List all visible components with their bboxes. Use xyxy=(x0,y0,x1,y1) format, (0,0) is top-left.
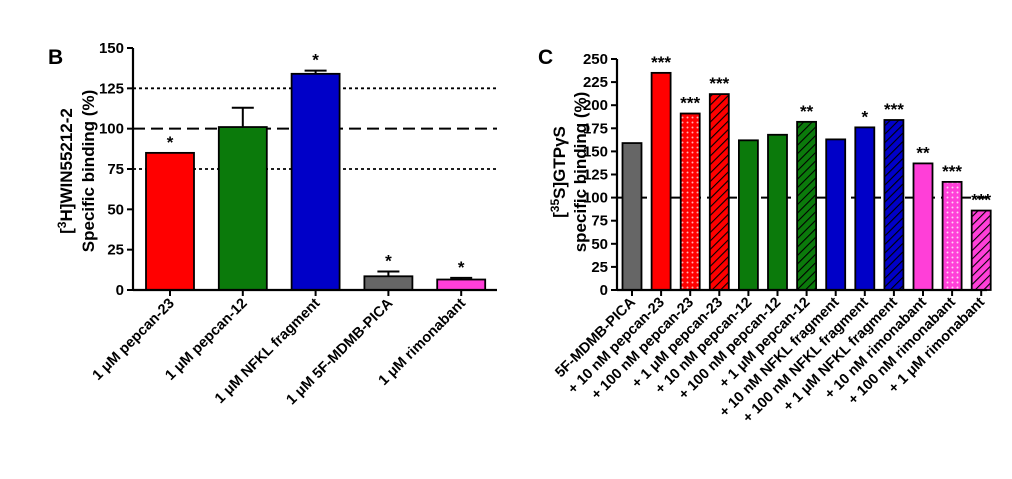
bar-13 xyxy=(970,209,992,291)
y-axis-label-b-line2: Specific binding (%) xyxy=(79,90,98,252)
bar-6 xyxy=(767,133,788,291)
y-tick-label-125: 125 xyxy=(99,80,124,97)
y-tick-label-0: 0 xyxy=(116,282,124,299)
bar-3 xyxy=(290,72,341,291)
y-tick-label-25: 25 xyxy=(107,242,124,259)
y-tick-label-250: 250 xyxy=(583,51,608,68)
bar-10 xyxy=(883,119,905,291)
bar-5 xyxy=(436,278,487,291)
significance-label-13: *** xyxy=(971,191,991,210)
chart-panel-b: B [3H]WIN55212-2 Specific binding (%) * *… xyxy=(48,40,497,408)
bar-5 xyxy=(738,139,759,291)
bar-9 xyxy=(854,126,876,291)
y-tick-label-225: 225 xyxy=(583,74,608,91)
bar-12 xyxy=(941,180,963,291)
panel-label-b: B xyxy=(48,46,63,69)
y-axis-label-c-line2: specific binding (%) xyxy=(571,92,590,253)
y-tick-label-25: 25 xyxy=(591,259,608,276)
bar-3 xyxy=(679,112,701,291)
significance-label-5: * xyxy=(458,258,465,277)
bar-4 xyxy=(708,93,730,291)
bar-1 xyxy=(621,142,643,291)
y-tick-label-200: 200 xyxy=(583,97,608,114)
bar-2 xyxy=(650,71,672,291)
y-tick-label-150: 150 xyxy=(583,143,608,160)
y-axis-label-b-line1: [3H]WIN55212-2 xyxy=(55,108,76,234)
bar-2 xyxy=(217,126,268,291)
significance-label-9: * xyxy=(861,107,868,126)
bar-11 xyxy=(912,162,934,291)
bar-8 xyxy=(825,138,847,291)
significance-label-12: *** xyxy=(942,162,962,181)
y-tick-label-50: 50 xyxy=(107,201,124,218)
bar-7 xyxy=(796,120,817,291)
y-tick-label-100: 100 xyxy=(99,121,124,138)
y-tick-label-100: 100 xyxy=(583,190,608,207)
significance-label-3: *** xyxy=(680,94,700,113)
panel-label-c: C xyxy=(538,46,553,69)
significance-label-4: * xyxy=(385,251,392,270)
chart-panel-c: C [35S]GTPγS specific binding (%) ******… xyxy=(538,46,992,426)
bar-1 xyxy=(145,151,195,291)
y-tick-label-0: 0 xyxy=(600,282,608,299)
y-tick-label-175: 175 xyxy=(583,120,608,137)
y-tick-label-125: 125 xyxy=(583,167,608,184)
significance-label-3: * xyxy=(312,51,319,70)
y-tick-label-75: 75 xyxy=(107,161,124,178)
y-tick-label-150: 150 xyxy=(99,40,124,57)
significance-label-4: *** xyxy=(709,74,729,93)
significance-label-1: * xyxy=(167,133,174,152)
y-axis-label-c-line1: [35S]GTPγS xyxy=(548,126,569,218)
significance-label-10: *** xyxy=(884,100,904,119)
bar-4 xyxy=(363,275,414,291)
y-tick-label-50: 50 xyxy=(591,236,608,253)
significance-label-7: ** xyxy=(800,102,814,121)
significance-label-11: ** xyxy=(916,143,930,162)
significance-label-2: *** xyxy=(651,53,671,72)
y-tick-label-75: 75 xyxy=(591,213,608,230)
